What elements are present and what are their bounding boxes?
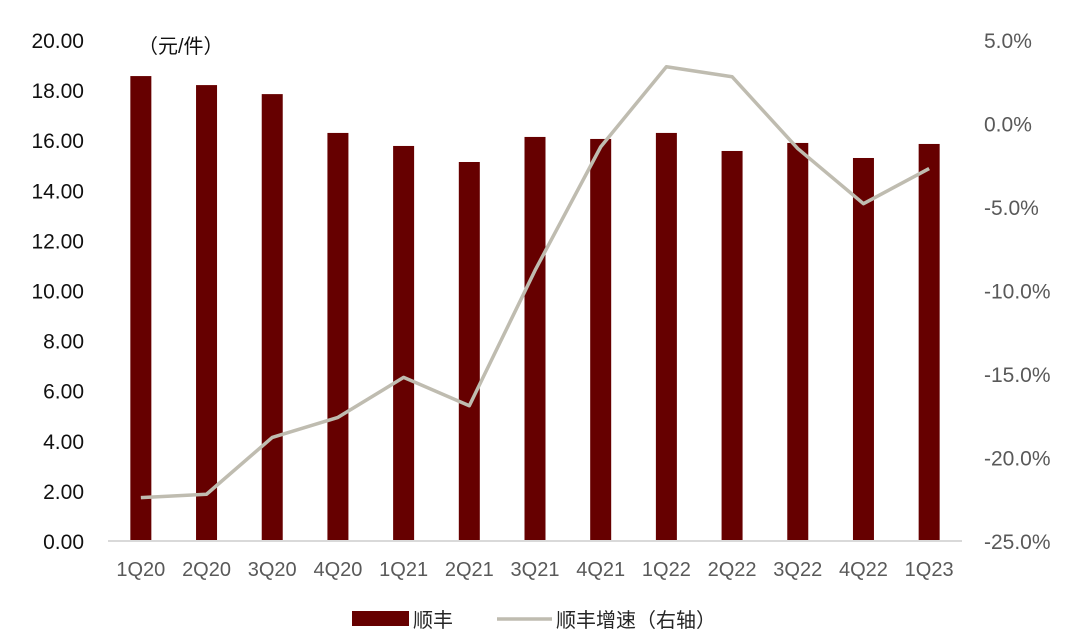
left-axis: 0.00 2.00 4.00 6.00 8.00 10.00 12.00 14.00 16.00… [31,30,84,554]
right-tick-label: -20.0% [984,448,1051,471]
x-tick-label: 2Q21 [445,559,494,581]
left-tick-label: 0.00 [43,531,84,554]
x-tick-label: 3Q20 [248,559,297,581]
x-tick-label: 1Q22 [642,559,691,581]
bar-4Q20 [327,132,349,542]
bar-1Q20 [130,76,152,542]
left-tick-label: 12.00 [31,230,84,253]
bar-series [130,76,940,542]
x-tick-label: 1Q20 [116,559,165,581]
x-tick-label: 1Q23 [905,559,954,581]
x-axis: 1Q20 2Q20 3Q20 4Q20 1Q21 2Q21 3Q21 4Q21 1Q22 2Q22… [116,559,953,581]
unit-label: （元/件） [138,35,224,58]
left-tick-label: 8.00 [43,331,84,354]
bar-3Q21 [524,136,546,542]
legend-bar-label: 顺丰 [413,609,453,632]
bar-4Q21 [590,138,612,541]
x-tick-label: 4Q22 [839,559,888,581]
right-tick-label: -5.0% [984,197,1039,220]
bar-3Q22 [787,142,809,541]
left-tick-label: 2.00 [43,481,84,504]
bar-1Q21 [393,145,415,542]
legend: 顺丰 顺丰增速（右轴） [352,609,716,632]
bar-2Q21 [458,161,480,541]
x-tick-label: 3Q22 [773,559,822,581]
right-tick-label: 5.0% [984,30,1032,53]
x-tick-label: 1Q21 [379,559,428,581]
x-tick-label: 4Q21 [576,559,625,581]
left-tick-label: 4.00 [43,431,84,454]
bar-2Q20 [196,85,218,541]
bar-3Q20 [261,94,283,541]
bar-1Q23 [918,143,940,541]
right-tick-label: -25.0% [984,531,1051,554]
left-tick-label: 18.00 [31,80,84,103]
x-tick-label: 2Q20 [182,559,231,581]
x-tick-label: 4Q20 [313,559,362,581]
line-series [140,64,930,500]
left-tick-label: 16.00 [31,130,84,153]
legend-bar-swatch [352,611,409,626]
bar-1Q22 [655,132,677,542]
left-tick-label: 10.00 [31,281,84,304]
left-tick-label: 6.00 [43,381,84,404]
right-tick-label: -10.0% [984,281,1051,304]
left-tick-label: 14.00 [31,180,84,203]
legend-line-label: 顺丰增速（右轴） [556,609,716,632]
left-tick-label: 20.00 [31,30,84,53]
right-tick-label: -15.0% [984,364,1051,387]
x-tick-label: 3Q21 [511,559,560,581]
right-tick-label: 0.0% [984,114,1032,137]
x-tick-label: 2Q22 [708,559,757,581]
right-axis: -25.0% -20.0% -15.0% -10.0% -5.0% 0.0% 5.0% [984,30,1051,554]
bar-2Q22 [721,150,743,541]
bar-4Q22 [852,157,874,541]
